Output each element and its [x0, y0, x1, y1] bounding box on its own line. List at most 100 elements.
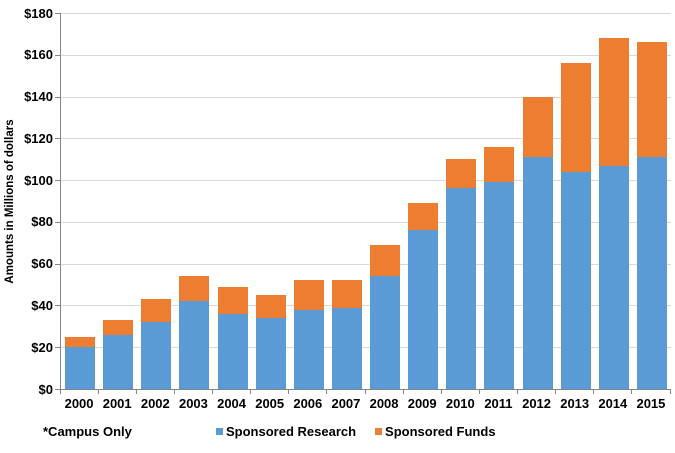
- bar-2008-sponsored-funds: [370, 244, 401, 277]
- gridline: [61, 347, 671, 349]
- gridline: [61, 180, 671, 182]
- bar-2005-sponsored-funds: [255, 295, 286, 318]
- bar-2011-sponsored-research: [484, 182, 515, 389]
- bar-2004-sponsored-research: [217, 313, 248, 389]
- x-axis-label-2012: 2012: [522, 396, 552, 411]
- x-axis-label-2010: 2010: [445, 396, 475, 411]
- x-axis-tick: [440, 390, 442, 394]
- legend-item-sponsored-research: Sponsored Research: [216, 424, 356, 439]
- bar-2013-sponsored-funds: [560, 63, 591, 172]
- bar-2000-sponsored-funds: [65, 336, 96, 348]
- y-axis-tick-label: $20: [31, 339, 53, 355]
- bar-2005-sponsored-research: [255, 317, 286, 389]
- plot-area: [60, 13, 671, 390]
- y-axis-tick: [55, 305, 60, 307]
- x-axis-tick: [97, 390, 99, 394]
- bar-2001-sponsored-research: [103, 334, 134, 389]
- y-axis-tick-label: $40: [31, 297, 53, 313]
- legend: Sponsored Research Sponsored Funds: [216, 424, 496, 439]
- x-axis-tick: [669, 390, 671, 394]
- x-axis-tick: [135, 390, 137, 394]
- legend-label-sponsored-funds: Sponsored Funds: [385, 424, 496, 439]
- bar-2007-sponsored-research: [331, 307, 362, 389]
- x-axis-tick: [478, 390, 480, 394]
- gridline: [61, 305, 671, 307]
- y-axis-tick: [55, 96, 60, 98]
- y-axis-tick: [55, 138, 60, 140]
- x-axis-tick: [326, 390, 328, 394]
- y-axis-tick-label: $160: [24, 47, 53, 63]
- bar-2012-sponsored-research: [522, 157, 553, 389]
- y-axis-tick: [55, 180, 60, 182]
- x-axis-label-2013: 2013: [560, 396, 590, 411]
- x-axis-label-2005: 2005: [255, 396, 285, 411]
- y-axis-tick: [55, 221, 60, 223]
- bar-2010-sponsored-funds: [446, 159, 477, 189]
- bar-2001-sponsored-funds: [103, 320, 134, 335]
- x-axis-label-2011: 2011: [484, 396, 513, 411]
- legend-item-sponsored-funds: Sponsored Funds: [375, 424, 496, 439]
- bar-2009-sponsored-funds: [408, 203, 439, 231]
- bar-2000-sponsored-research: [65, 347, 96, 389]
- gridline: [61, 54, 671, 56]
- legend-label-sponsored-research: Sponsored Research: [226, 424, 357, 439]
- x-axis-label-2008: 2008: [369, 396, 399, 411]
- y-axis-tick-label: $120: [24, 130, 53, 146]
- gridline: [61, 96, 671, 98]
- x-axis-tick: [364, 390, 366, 394]
- y-axis-tick: [55, 347, 60, 349]
- x-axis-tick: [212, 390, 213, 394]
- bar-2009-sponsored-research: [408, 230, 439, 389]
- x-axis-label-2006: 2006: [293, 396, 323, 411]
- x-axis-label-2002: 2002: [140, 396, 170, 411]
- y-axis-tick: [55, 389, 60, 390]
- x-axis-label-2007: 2007: [331, 396, 361, 411]
- sponsored-funds-swatch-icon: [375, 428, 383, 435]
- bar-2006-sponsored-funds: [293, 280, 324, 310]
- y-axis-tick-label: $100: [24, 172, 53, 188]
- gridline: [61, 221, 671, 223]
- bar-2014-sponsored-funds: [598, 38, 629, 166]
- x-axis-tick: [402, 390, 404, 394]
- x-axis-tick: [555, 390, 557, 394]
- y-axis-tick: [55, 263, 60, 265]
- y-axis-tick-label: $0: [38, 381, 53, 397]
- bar-2002-sponsored-research: [141, 322, 172, 389]
- x-axis-label-2004: 2004: [217, 396, 247, 411]
- y-axis-title: Amounts in Millions of dollars: [4, 119, 16, 284]
- bar-2012-sponsored-funds: [522, 96, 553, 158]
- x-axis-tick: [593, 390, 595, 394]
- bar-2015-sponsored-funds: [636, 42, 667, 158]
- x-axis-tick: [631, 390, 633, 394]
- y-axis-tick-label: $140: [24, 89, 53, 105]
- x-axis-label-2003: 2003: [178, 396, 208, 411]
- y-axis-tick: [55, 13, 60, 14]
- bar-2014-sponsored-research: [598, 165, 629, 389]
- bar-2004-sponsored-funds: [217, 286, 248, 314]
- gridline: [61, 263, 671, 265]
- x-axis-label-2015: 2015: [636, 396, 666, 411]
- bar-2003-sponsored-funds: [179, 276, 210, 302]
- y-axis-tick-label: $80: [31, 214, 53, 230]
- bar-2015-sponsored-research: [636, 157, 667, 389]
- bar-2013-sponsored-research: [560, 171, 591, 389]
- x-axis-tick: [288, 390, 290, 394]
- bar-2007-sponsored-funds: [331, 280, 362, 308]
- y-axis-tick-label: $60: [31, 256, 53, 272]
- sponsored-research-swatch-icon: [216, 428, 223, 435]
- x-axis-label-2014: 2014: [598, 396, 628, 411]
- x-axis-label-2001: 2001: [102, 396, 132, 411]
- x-axis-tick: [517, 390, 518, 394]
- x-axis-label-2009: 2009: [407, 396, 437, 411]
- x-axis-tick: [173, 390, 175, 394]
- bar-2002-sponsored-funds: [141, 299, 172, 323]
- bar-2008-sponsored-research: [370, 276, 401, 389]
- bar-2003-sponsored-research: [179, 301, 210, 389]
- x-axis-tick: [59, 390, 61, 394]
- y-axis-tick: [55, 54, 60, 56]
- bar-2011-sponsored-funds: [484, 146, 515, 183]
- campus-only-note: *Campus Only: [43, 424, 132, 439]
- x-axis-tick: [250, 390, 252, 394]
- gridline: [61, 13, 671, 14]
